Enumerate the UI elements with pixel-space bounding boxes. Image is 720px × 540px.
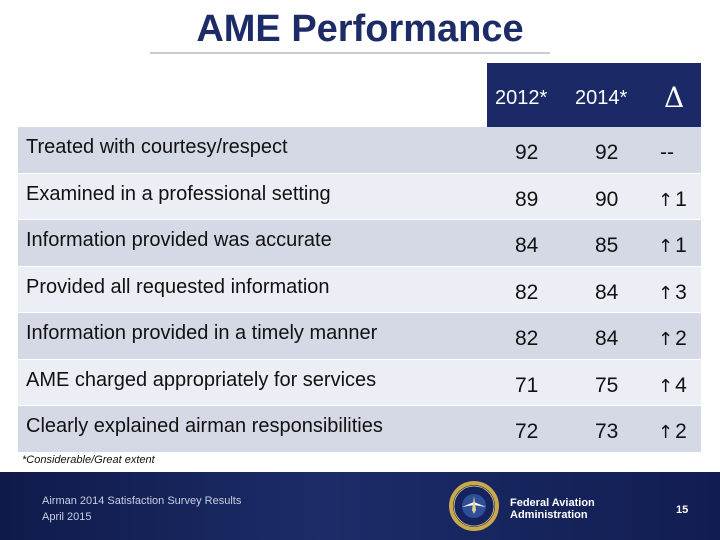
table-row: Information provided in a timely manner …	[18, 313, 701, 360]
row-label: Treated with courtesy/respect	[26, 136, 288, 158]
value-2014: 85	[595, 234, 619, 257]
footer-survey-title: Airman 2014 Satisfaction Survey Results	[42, 495, 242, 507]
delta-value: ↑1	[658, 234, 687, 258]
faa-seal-icon	[449, 481, 499, 531]
faa-name: Federal Aviation Administration	[510, 497, 595, 521]
row-label: Provided all requested information	[26, 275, 330, 298]
footer-date: April 2015	[42, 511, 92, 523]
slide-title: AME Performance	[196, 8, 524, 50]
value-2014: 73	[595, 420, 619, 443]
faa-line-1: Federal Aviation	[510, 497, 595, 509]
delta-number: 4	[675, 373, 687, 397]
row-label: Examined in a professional setting	[26, 182, 331, 205]
table-row: Treated with courtesy/respect 92 92 --	[18, 127, 701, 174]
value-2014: 84	[595, 280, 619, 304]
table-row: Provided all requested information 82 84…	[18, 266, 701, 313]
up-arrow-icon: ↑	[658, 189, 674, 211]
up-arrow-icon: ↑	[658, 422, 674, 443]
table-header: 2012* 2014* Δ	[487, 63, 701, 127]
value-2014: 92	[595, 141, 619, 164]
delta-value: ↑2	[658, 327, 687, 351]
delta-value: ↑4	[658, 374, 687, 398]
performance-table: Treated with courtesy/respect 92 92 -- E…	[18, 127, 701, 453]
up-arrow-icon: ↑	[658, 282, 674, 304]
header-delta: Δ	[664, 81, 685, 114]
header-2014: 2014*	[575, 87, 628, 109]
value-2012: 71	[515, 373, 539, 397]
footer-caption: Airman 2014 Satisfaction Survey Results …	[42, 493, 241, 525]
value-2012: 82	[515, 280, 539, 304]
up-arrow-icon: ↑	[658, 329, 674, 350]
delta-number: 2	[675, 420, 687, 443]
row-label: Information provided in a timely manner	[26, 322, 378, 344]
title-divider	[150, 52, 550, 54]
value-2012: 89	[515, 187, 539, 211]
delta-number: 1	[675, 234, 687, 257]
delta-number: 3	[675, 280, 687, 304]
value-2014: 90	[595, 187, 619, 211]
delta-number: 1	[675, 187, 687, 211]
row-label: Information provided was accurate	[26, 229, 332, 251]
page-number: 15	[676, 504, 689, 516]
delta-value: --	[658, 141, 674, 165]
up-arrow-icon: ↑	[658, 375, 674, 397]
footnote: *Considerable/Great extent	[22, 454, 155, 466]
delta-value: ↑1	[658, 188, 687, 212]
value-2012: 72	[515, 420, 539, 443]
value-2012: 82	[515, 327, 539, 350]
table-row: Examined in a professional setting 89 90…	[18, 173, 701, 220]
value-2012: 92	[515, 141, 539, 164]
row-label: Clearly explained airman responsibilitie…	[26, 415, 383, 437]
delta-number: 2	[675, 327, 687, 350]
header-2012: 2012*	[495, 87, 548, 109]
faa-line-2: Administration	[510, 509, 588, 521]
delta-number: --	[660, 141, 674, 164]
value-2014: 75	[595, 373, 619, 397]
value-2014: 84	[595, 327, 619, 350]
table-row: Information provided was accurate 84 85 …	[18, 220, 701, 267]
up-arrow-icon: ↑	[658, 236, 674, 257]
table-row: AME charged appropriately for services 7…	[18, 359, 701, 406]
table-row: Clearly explained airman responsibilitie…	[18, 406, 701, 453]
delta-value: ↑2	[658, 420, 687, 444]
footer-bar: Airman 2014 Satisfaction Survey Results …	[0, 472, 720, 540]
row-label: AME charged appropriately for services	[26, 368, 377, 391]
value-2012: 84	[515, 234, 539, 257]
delta-value: ↑3	[658, 281, 687, 305]
